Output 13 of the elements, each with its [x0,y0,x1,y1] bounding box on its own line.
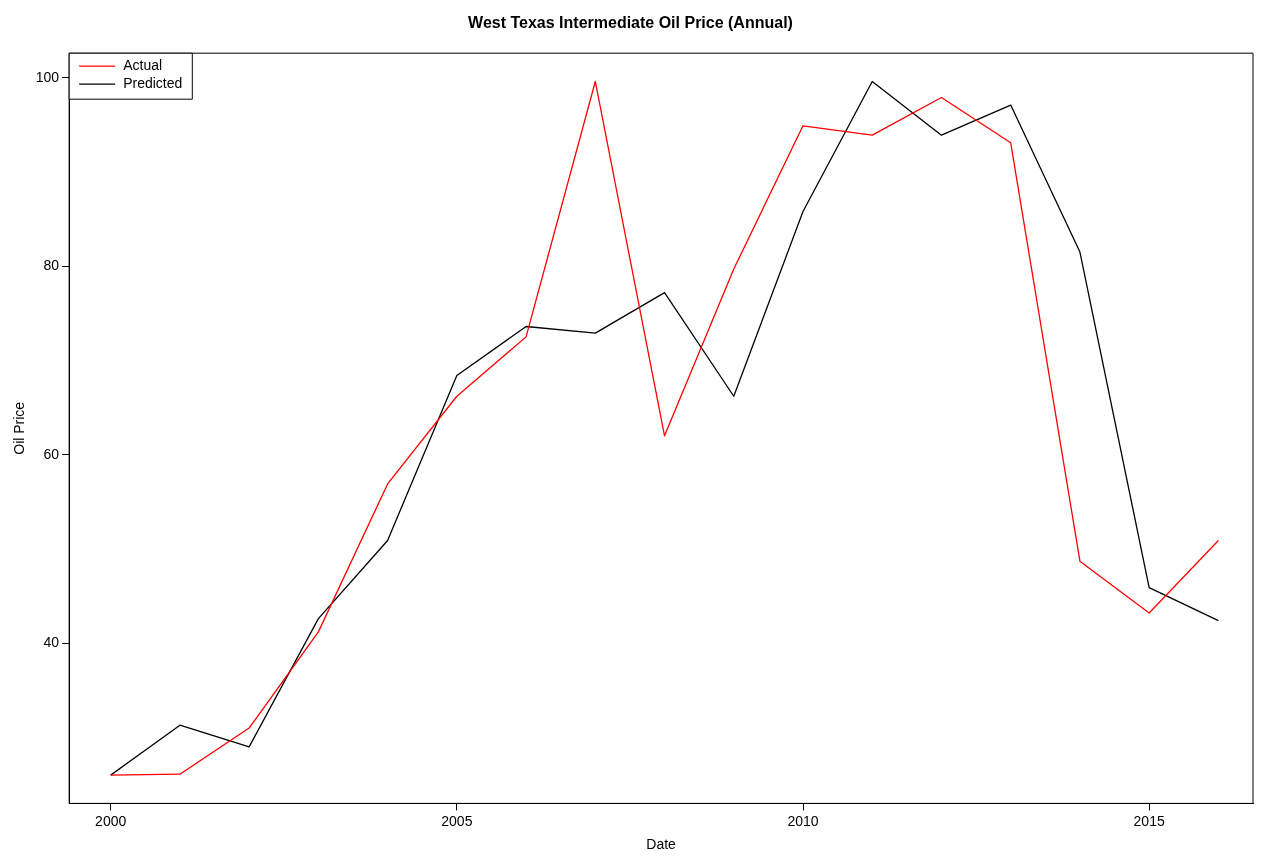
y-tick-label: 100 [35,68,60,85]
y-tick-label: 40 [43,634,60,651]
y-axis-title: Oil Price [11,401,28,455]
y-tick-label: 80 [43,257,60,274]
x-tick-label: 2010 [787,812,819,829]
chart-title: West Texas Intermediate Oil Price (Annual) [468,14,793,32]
x-tick-label: 2005 [441,812,473,829]
x-axis-title: Date [646,836,677,853]
legend-label: Actual [123,57,163,74]
legend-label: Predicted [123,75,183,92]
x-tick-label: 2000 [95,812,127,829]
x-tick-label: 2015 [1133,812,1165,829]
y-tick-label: 60 [43,445,60,462]
